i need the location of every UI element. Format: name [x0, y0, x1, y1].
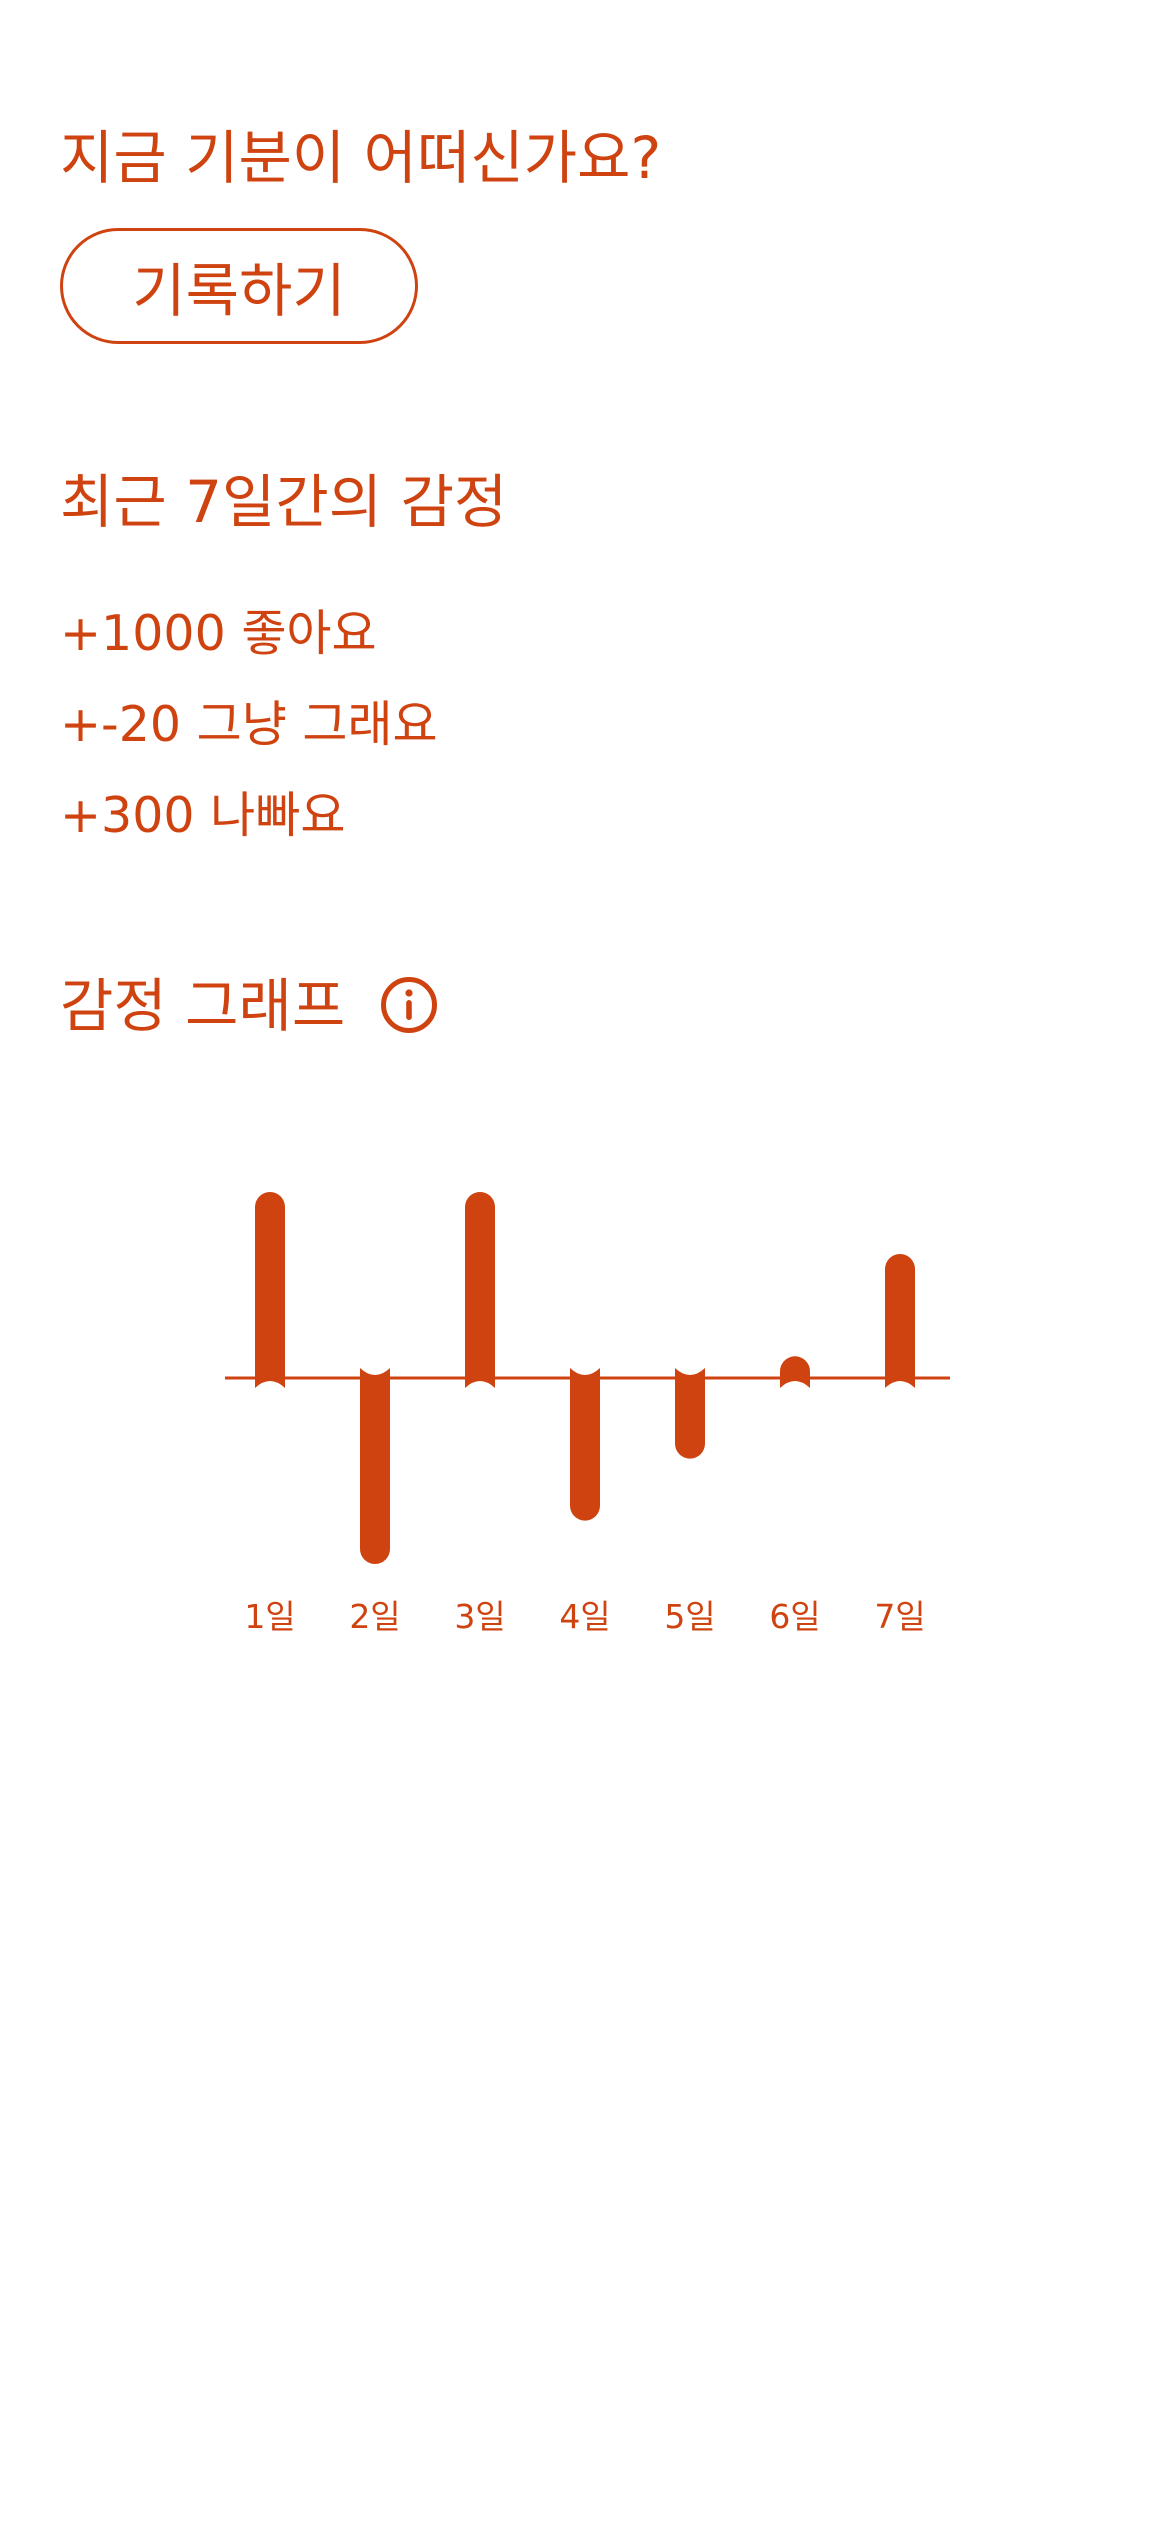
- chart-bar-7: [885, 1254, 915, 1378]
- chart-x-tick-label: 6일: [769, 1597, 820, 1636]
- weekly-summary-list: +1000 좋아요 +-20 그냥 그래요 +300 나빠요: [60, 596, 438, 869]
- chart-bar-6: [780, 1356, 810, 1378]
- chart-bar-3: [465, 1192, 495, 1378]
- chart-bar-4: [570, 1378, 600, 1521]
- mood-graph-title: 감정 그래프: [60, 972, 346, 1040]
- weekly-summary-title: 최근 7일간의 감정: [60, 468, 508, 536]
- chart-bar-cap-4: [570, 1368, 600, 1378]
- chart-x-tick-label: 1일: [244, 1597, 295, 1636]
- chart-bar-cap-3: [465, 1378, 495, 1388]
- chart-x-tick-label: 4일: [559, 1597, 610, 1636]
- chart-x-tick-label: 2일: [349, 1597, 400, 1636]
- chart-x-tick-label: 3일: [454, 1597, 505, 1636]
- chart-bar-cap-2: [360, 1368, 390, 1378]
- chart-bar-2: [360, 1378, 390, 1564]
- chart-x-tick-label: 5일: [664, 1597, 715, 1636]
- mood-question: 지금 기분이 어떠신가요?: [60, 124, 662, 192]
- chart-x-tick-label: 7일: [874, 1597, 925, 1636]
- summary-item-bad: +300 나빠요: [60, 787, 346, 844]
- mood-bar-chart: 1일 2일 3일 4일 5일 6일 7일: [225, 1192, 950, 1636]
- chart-bar-cap-5: [675, 1368, 705, 1378]
- record-mood-button[interactable]: 기록하기: [60, 228, 418, 344]
- info-icon[interactable]: [380, 976, 438, 1034]
- chart-bar-1: [255, 1192, 285, 1378]
- summary-item-neutral: +-20 그냥 그래요: [60, 696, 438, 753]
- chart-bar-cap-6: [780, 1378, 810, 1388]
- chart-bar-cap-1: [255, 1378, 285, 1388]
- chart-bar-cap-7: [885, 1378, 915, 1388]
- chart-bar-5: [675, 1378, 705, 1459]
- summary-item-good: +1000 좋아요: [60, 605, 377, 662]
